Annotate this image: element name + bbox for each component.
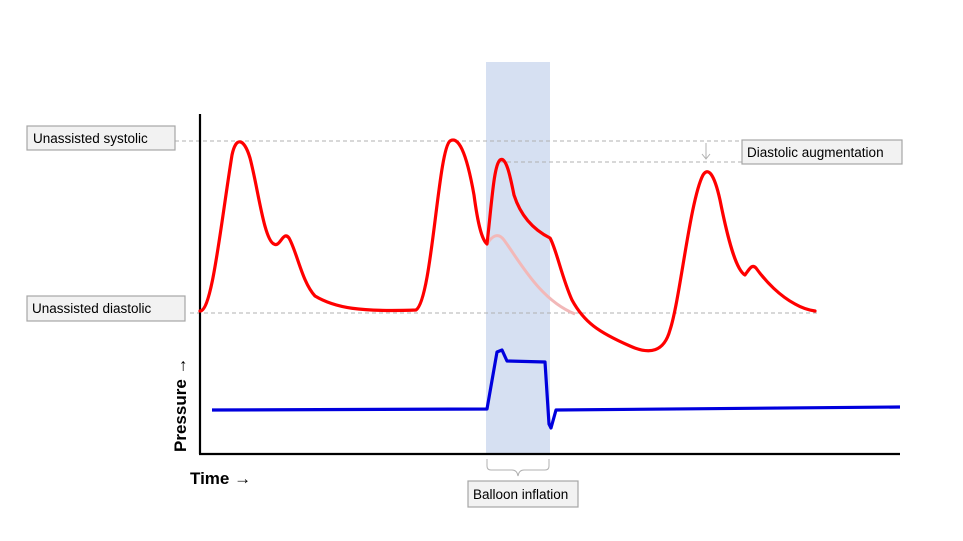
y-axis-label: Pressure → bbox=[171, 358, 190, 453]
svg-text:Balloon inflation: Balloon inflation bbox=[473, 487, 568, 502]
diastolic-augmentation-label: Diastolic augmentation bbox=[741, 139, 903, 165]
unassisted-systolic-label: Unassisted systolic bbox=[26, 125, 176, 151]
svg-text:Unassisted diastolic: Unassisted diastolic bbox=[32, 301, 152, 316]
svg-text:Unassisted systolic: Unassisted systolic bbox=[33, 131, 148, 146]
arterial-pressure-curve bbox=[198, 138, 817, 353]
unassisted-pressure-curve bbox=[485, 234, 576, 316]
balloon-inflation-label: Balloon inflation bbox=[467, 480, 579, 508]
svg-text:Diastolic augmentation: Diastolic augmentation bbox=[747, 145, 884, 160]
balloon-pressure-curve bbox=[211, 348, 901, 430]
unassisted-diastolic-label: Unassisted diastolic bbox=[26, 295, 186, 322]
balloon-inflation-brace bbox=[486, 459, 550, 477]
x-axis-label: Time → bbox=[190, 469, 251, 488]
augmentation-arrow-icon bbox=[701, 143, 711, 160]
